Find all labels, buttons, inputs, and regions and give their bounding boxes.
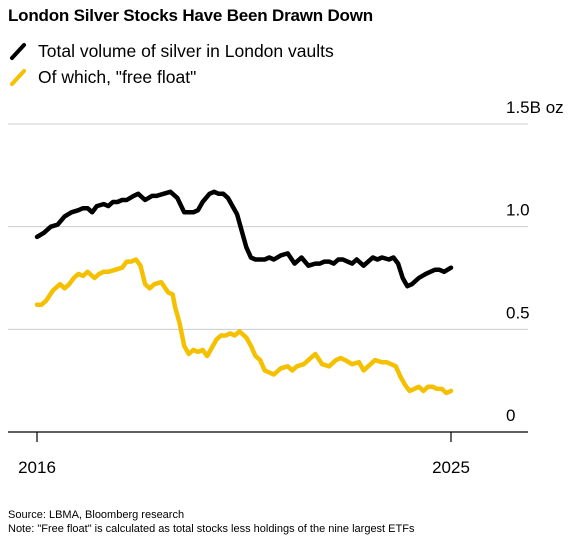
y-tick-label: 1.5B oz bbox=[506, 98, 564, 117]
series-lines bbox=[34, 189, 454, 396]
series-line-free-float bbox=[34, 257, 454, 396]
y-tick-label: 1.0 bbox=[506, 201, 530, 220]
legend-item-total: Total volume of silver in London vaults bbox=[8, 38, 334, 64]
x-tick-label: 2025 bbox=[432, 458, 470, 477]
chart-title: London Silver Stocks Have Been Drawn Dow… bbox=[8, 6, 373, 25]
x-tick-label: 2016 bbox=[18, 458, 56, 477]
legend-item-free-float: Of which, "free float" bbox=[8, 64, 334, 90]
legend-label-total: Total volume of silver in London vaults bbox=[38, 40, 334, 61]
legend: Total volume of silver in London vaults … bbox=[8, 38, 334, 90]
gridlines bbox=[8, 123, 528, 433]
y-tick-labels: 0 0.5 1.0 1.5B oz bbox=[506, 98, 564, 425]
y-tick-label: 0 bbox=[506, 406, 515, 425]
y-tick-label: 0.5 bbox=[506, 303, 530, 322]
series-line-total bbox=[34, 189, 454, 289]
legend-swatch-free-float bbox=[10, 69, 26, 86]
x-axis: 2016 2025 bbox=[18, 432, 470, 477]
legend-label-free-float: Of which, "free float" bbox=[38, 66, 197, 87]
source-note: Source: LBMA, Bloomberg research bbox=[8, 509, 185, 521]
footnote: Note: "Free float" is calculated as tota… bbox=[8, 523, 415, 535]
legend-swatch-total bbox=[10, 43, 26, 60]
